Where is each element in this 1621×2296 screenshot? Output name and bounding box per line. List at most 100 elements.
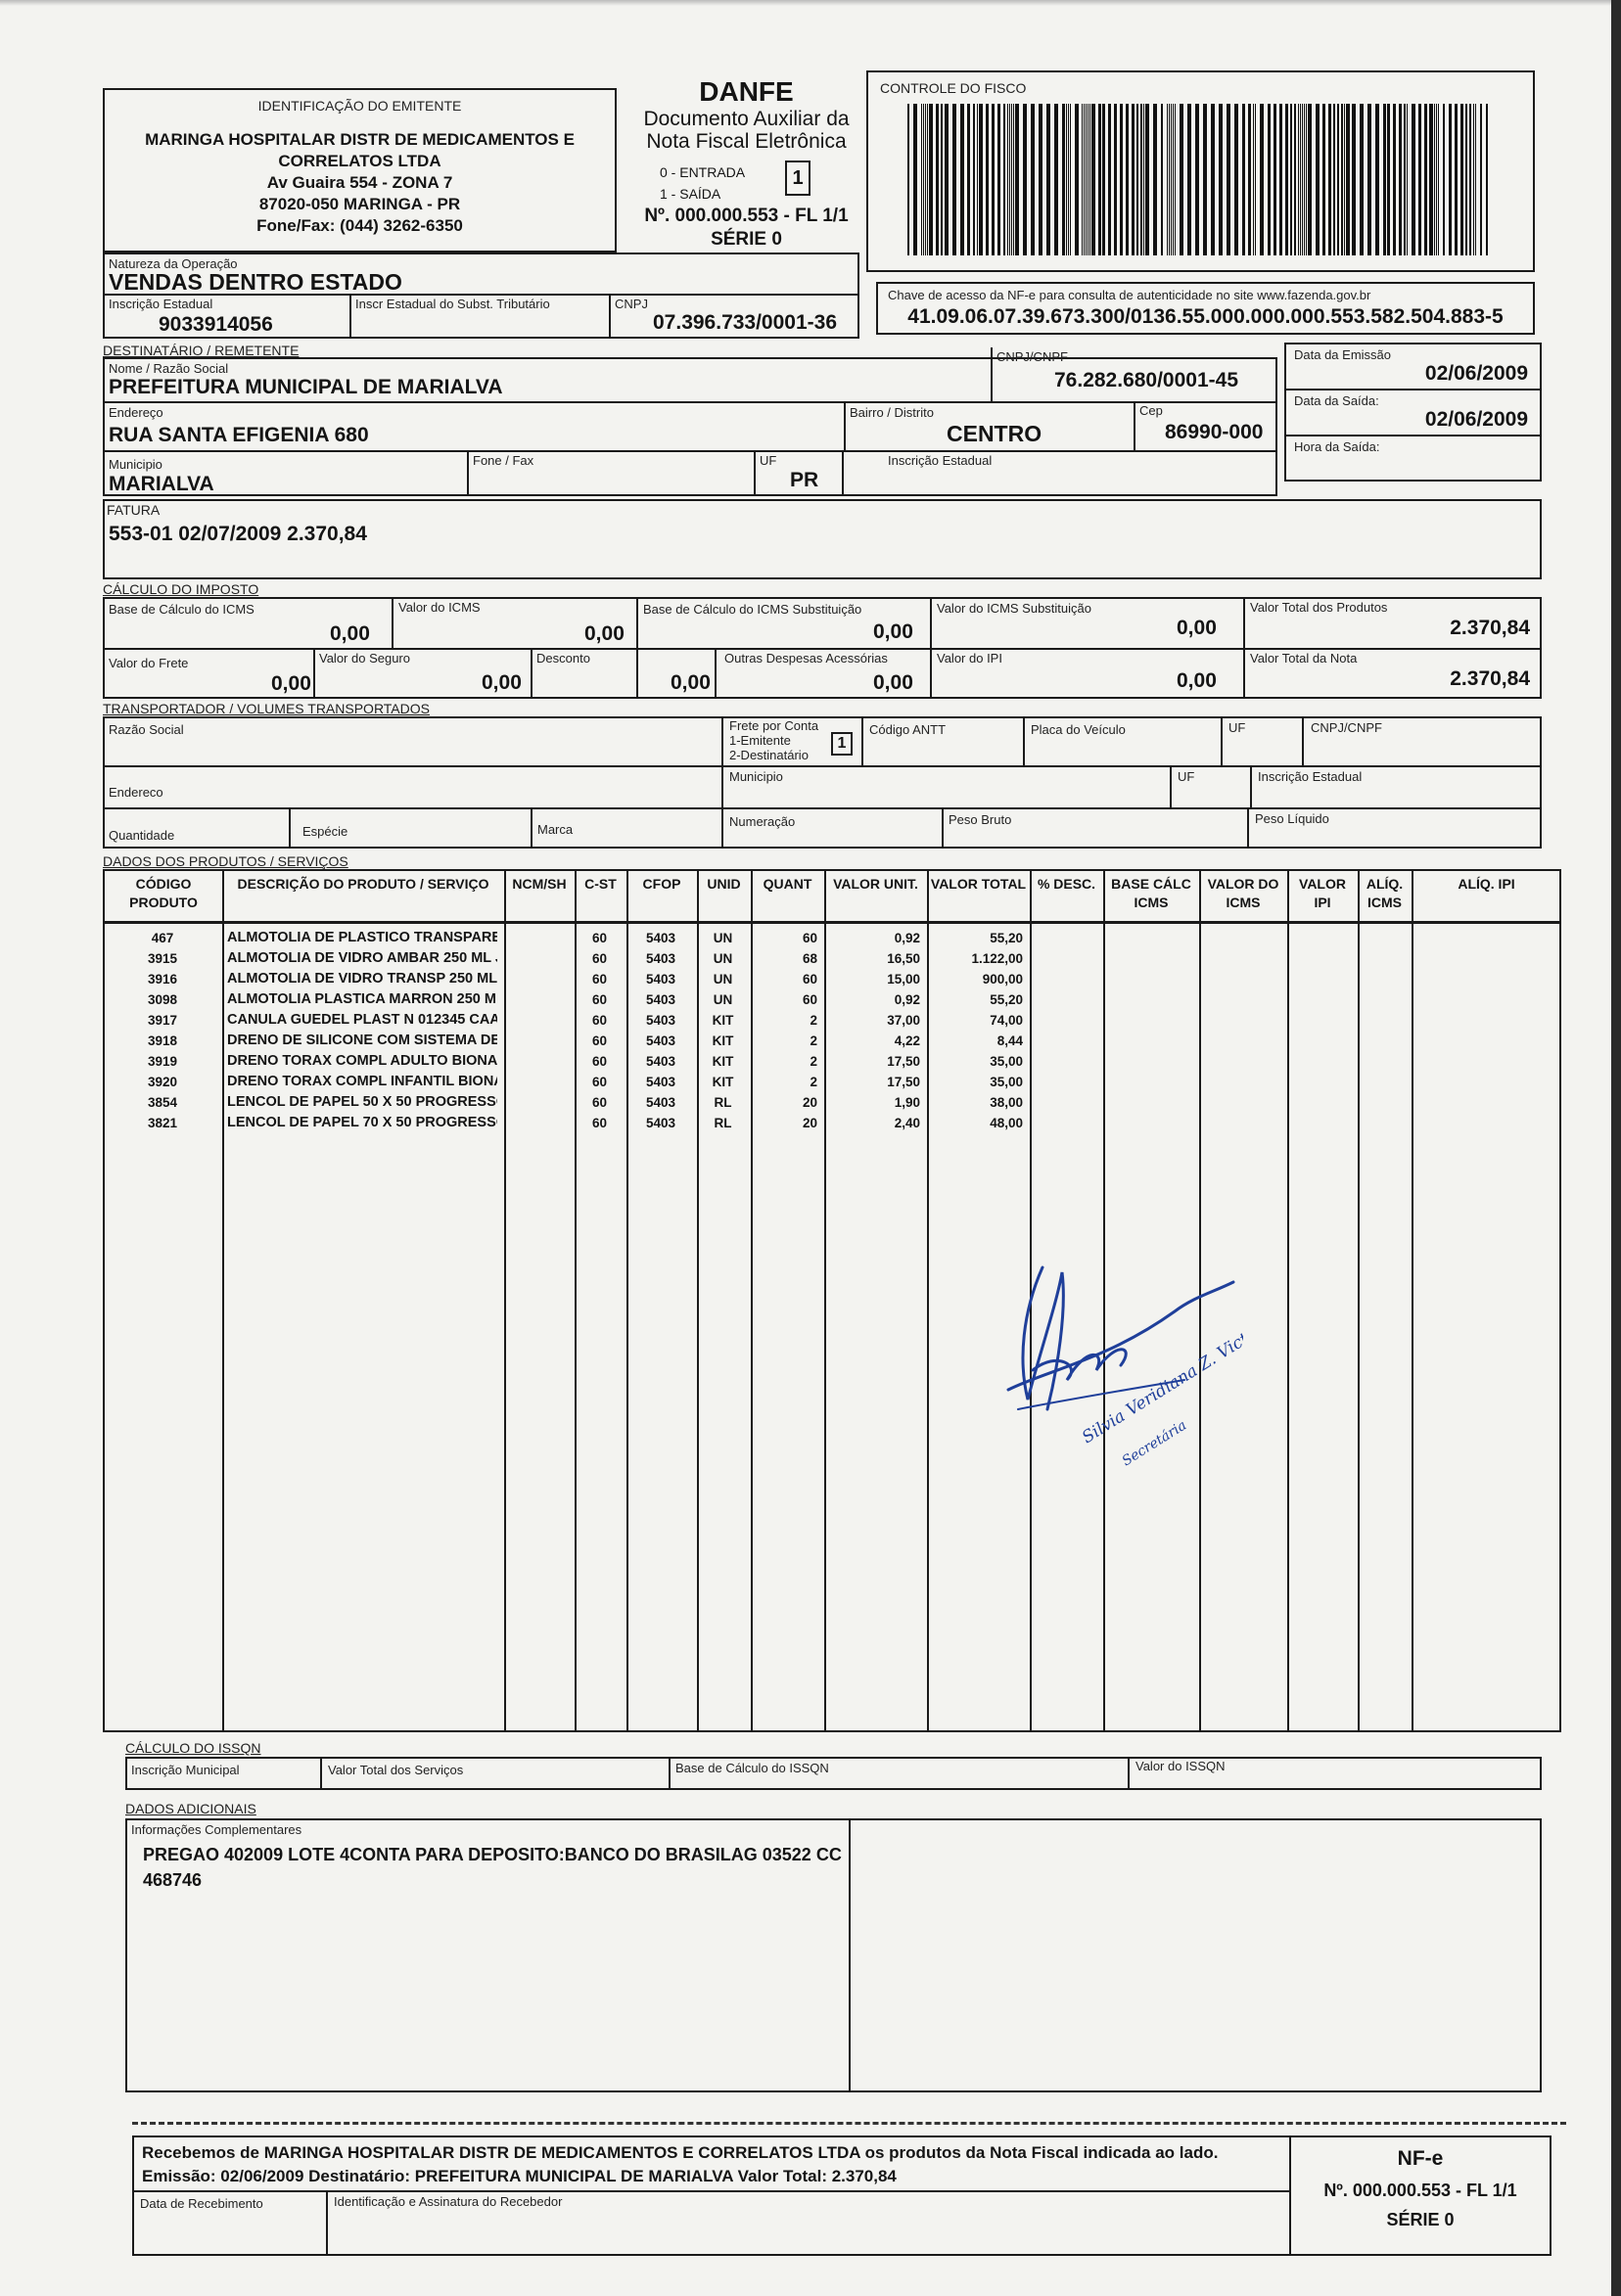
header-valor-unit: VALOR UNIT.: [833, 876, 918, 892]
antt-label: Código ANTT: [869, 722, 947, 737]
cell-valor-total: 55,20: [990, 931, 1023, 945]
cell-unid: RL: [714, 1095, 732, 1110]
barcode-bar: [1039, 104, 1042, 255]
natureza-label: Natureza da Operação: [109, 256, 238, 271]
cell-cfop: 5403: [645, 972, 676, 987]
emitente-name-line1: MARINGA HOSPITALAR DISTR DE MEDICAMENTOS…: [145, 130, 575, 149]
valor-st-label: Valor do ICMS Substituição: [937, 601, 1091, 616]
cell-descricao: ALMOTOLIA DE VIDRO TRANSP 250 ML JR.....…: [227, 971, 497, 987]
transportador-box: Razão Social Frete por Conta 1-Emitente …: [103, 716, 1542, 849]
danfe-numero: Nº. 000.000.553 - FL 1/1: [644, 206, 849, 226]
cell-valor-unit: 17,50: [887, 1075, 920, 1089]
frete-conta-label-3: 2-Destinatário: [729, 748, 809, 762]
especie-label: Espécie: [302, 824, 348, 839]
valor-st-value: 0,00: [1177, 617, 1217, 639]
destinatario-section: DESTINATÁRIO / REMETENTE: [103, 343, 300, 358]
barcode-bar: [1449, 104, 1452, 255]
header-aliq-ipi: ALÍQ. IPI: [1458, 876, 1515, 892]
dest-ie-label: Inscrição Estadual: [888, 453, 993, 468]
ipi-value: 0,00: [1177, 669, 1217, 692]
barcode-bar: [1187, 104, 1191, 255]
ie-value: 9033914056: [159, 313, 273, 336]
cell-cst: 60: [591, 1075, 608, 1089]
nome-value: PREFEITURA MUNICIPAL DE MARIALVA: [109, 376, 503, 398]
base-st-label: Base de Cálculo do ICMS Substituição: [643, 602, 862, 617]
cep-value: 86990-000: [1165, 421, 1264, 443]
barcode-bar: [1242, 104, 1245, 255]
chave-acesso-label: Chave de acesso da NF-e para consulta de…: [888, 288, 1371, 302]
barcode-bar: [1120, 104, 1123, 255]
cell-cst: 60: [591, 931, 608, 945]
emitente-phone: Fone/Fax: (044) 3262-6350: [256, 216, 463, 235]
produtos-section: DADOS DOS PRODUTOS / SERVIÇOS: [103, 853, 348, 869]
fatura-value: 553-01 02/07/2009 2.370,84: [109, 523, 367, 545]
barcode-bar: [1438, 104, 1439, 255]
barcode-bar: [1007, 104, 1008, 255]
transp-uf2-label: UF: [1178, 769, 1195, 784]
barcode-bar: [1341, 104, 1343, 255]
header-ncm: NCM/SH: [512, 876, 567, 892]
column-divider: [504, 871, 506, 1730]
barcode-bar: [1054, 104, 1058, 255]
barcode-bar: [1140, 104, 1142, 255]
danfe-tipo-box: 1: [785, 161, 810, 196]
cell-unid: UN: [713, 992, 733, 1007]
issqn-im-label: Inscrição Municipal: [131, 1763, 240, 1777]
table-row: 3918 DRENO DE SILICONE COM SISTEMA DE DRE…: [105, 1031, 1559, 1051]
barcode-bar: [960, 104, 964, 255]
cell-codigo: 3917: [147, 1013, 178, 1028]
column-divider: [824, 871, 826, 1730]
cell-unid: UN: [713, 951, 733, 966]
barcode-bar: [923, 104, 924, 255]
cell-quant: 60: [802, 931, 817, 945]
fone-label: Fone / Fax: [473, 453, 534, 468]
fatura-box: FATURA 553-01 02/07/2009 2.370,84: [103, 499, 1542, 579]
fatura-section: FATURA: [107, 502, 161, 518]
outras-label: Outras Despesas Acessórias: [724, 651, 888, 666]
table-row: 3919 DRENO TORAX COMPL ADULTO BIONAL.....…: [105, 1051, 1559, 1072]
column-divider: [1287, 871, 1289, 1730]
table-row: 3821 LENCOL DE PAPEL 70 X 50 PROGRESSO...…: [105, 1113, 1559, 1133]
barcode-bar: [936, 104, 939, 255]
barcode-bar: [1195, 104, 1199, 255]
table-row: 3920 DRENO TORAX COMPL INFANTIL BIONAL...…: [105, 1072, 1559, 1092]
barcode-bar: [1091, 104, 1095, 255]
barcode-bar: [1062, 104, 1065, 255]
chave-acesso: 41.09.06.07.39.673.300/0136.55.000.000.0…: [907, 305, 1504, 328]
cell-cfop: 5403: [645, 1116, 676, 1130]
cell-quant: 2: [810, 1075, 817, 1089]
barcode-bar: [1126, 104, 1129, 255]
barcode-bar: [1436, 104, 1437, 255]
danfe-serie: SÉRIE 0: [711, 229, 782, 250]
barcode-bar: [927, 104, 928, 255]
barcode-bar: [1346, 104, 1350, 255]
placa-label: Placa do Veículo: [1031, 722, 1126, 737]
cell-descricao: LENCOL DE PAPEL 70 X 50 PROGRESSO.......…: [227, 1115, 497, 1130]
cell-descricao: DRENO TORAX COMPL INFANTIL BIONAL.......…: [227, 1074, 497, 1089]
cell-codigo: 3854: [147, 1095, 178, 1110]
info-line-2: 468746: [143, 1870, 203, 1890]
header-descricao: DESCRIÇÃO DO PRODUTO / SERVIÇO: [237, 876, 489, 892]
barcode-bar: [1161, 104, 1163, 255]
barcode: [907, 104, 1488, 255]
uf-label: UF: [760, 453, 777, 468]
barcode-bar: [1248, 104, 1251, 255]
header-unid: UNID: [707, 876, 741, 892]
cell-codigo: 3918: [147, 1033, 178, 1048]
cell-codigo: 3919: [147, 1054, 178, 1069]
datas-box: Data da Emissão 02/06/2009 Data da Saída…: [1284, 343, 1542, 482]
barcode-bar: [1070, 104, 1071, 255]
barcode-bar: [1260, 104, 1264, 255]
cell-quant: 2: [810, 1013, 817, 1028]
barcode-bar: [1473, 104, 1474, 255]
header-quant: QUANT: [763, 876, 812, 892]
emissao-label: Data da Emissão: [1294, 347, 1391, 362]
barcode-bar: [1082, 104, 1083, 255]
desconto-label: Desconto: [536, 651, 590, 666]
table-row: 467 ALMOTOLIA DE PLASTICO TRANSPARENTE 25…: [105, 928, 1559, 948]
barcode-bar: [941, 104, 943, 255]
ipi-label: Valor do IPI: [937, 651, 1002, 666]
header-codigo: CÓDIGO PRODUTO: [129, 876, 198, 910]
info-line-1: PREGAO 402009 LOTE 4CONTA PARA DEPOSITO:…: [143, 1845, 842, 1864]
cell-cst: 60: [591, 1116, 608, 1130]
